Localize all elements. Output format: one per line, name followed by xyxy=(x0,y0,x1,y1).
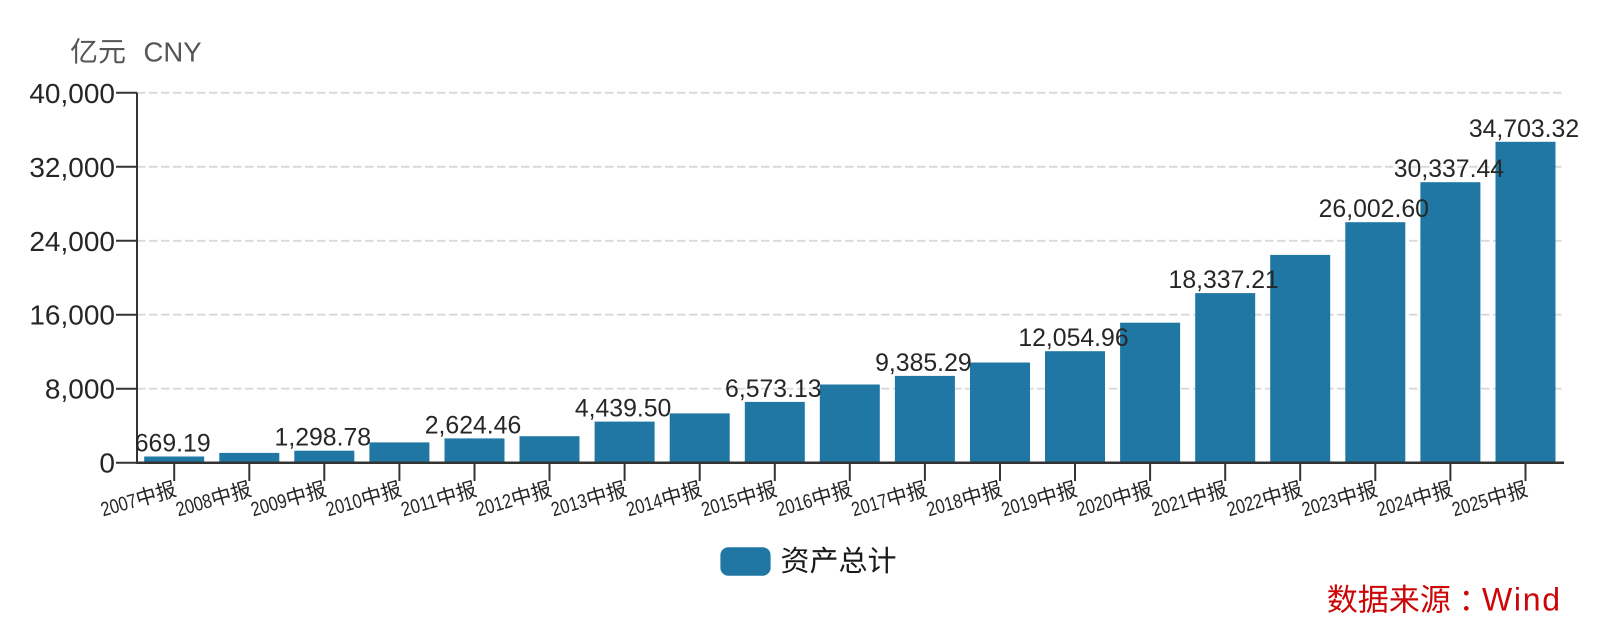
svg-text:2,624.46: 2,624.46 xyxy=(425,412,522,439)
svg-text:12,054.96: 12,054.96 xyxy=(1018,325,1128,352)
svg-text:Wind: Wind xyxy=(1482,582,1560,618)
svg-text:6,573.13: 6,573.13 xyxy=(725,376,822,403)
svg-text:18,337.21: 18,337.21 xyxy=(1169,267,1279,294)
svg-text:32,000: 32,000 xyxy=(29,152,115,183)
svg-text:CNY: CNY xyxy=(144,37,202,68)
svg-text:0: 0 xyxy=(99,448,115,479)
svg-text:669.19: 669.19 xyxy=(135,431,211,458)
svg-text:34,703.32: 34,703.32 xyxy=(1469,116,1579,143)
svg-text:26,002.60: 26,002.60 xyxy=(1319,196,1429,223)
svg-text:8,000: 8,000 xyxy=(45,374,115,405)
svg-text:4,439.50: 4,439.50 xyxy=(575,396,672,423)
svg-text:16,000: 16,000 xyxy=(29,300,115,331)
svg-text:1,298.78: 1,298.78 xyxy=(275,425,372,452)
svg-text:24,000: 24,000 xyxy=(29,226,115,257)
svg-text:9,385.29: 9,385.29 xyxy=(875,350,972,377)
svg-text:30,337.44: 30,337.44 xyxy=(1394,156,1505,183)
svg-text:40,000: 40,000 xyxy=(29,78,115,109)
